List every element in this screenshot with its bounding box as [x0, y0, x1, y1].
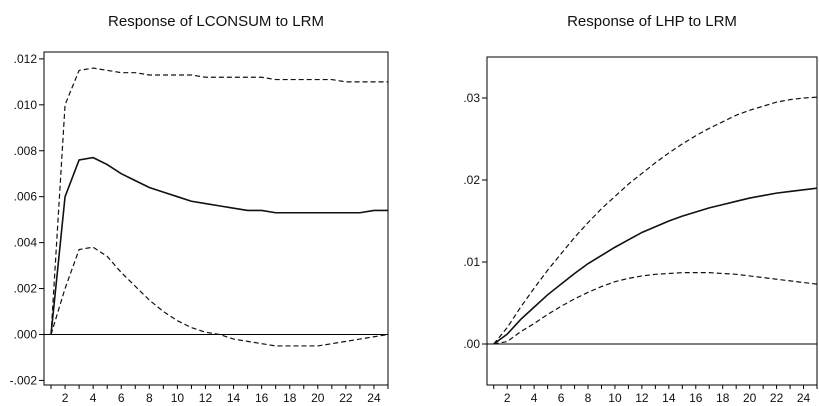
x-tick-label: 4 [90, 391, 97, 405]
chart-title: Response of LHP to LRM [567, 13, 737, 30]
response-line [493, 187, 818, 345]
x-tick-label: 16 [689, 391, 703, 405]
x-tick-label: 8 [585, 391, 592, 405]
x-tick-label: 10 [171, 391, 185, 405]
chart-lhp-response: Response of LHP to LRM .00.01.02.032 4 6 8 1… [463, 13, 818, 405]
y-tick-label: .01 [463, 255, 480, 269]
y-tick-label: .002 [14, 282, 38, 296]
upper-confidence-band [50, 67, 388, 335]
y-tick-label: .02 [463, 173, 480, 187]
x-tick-label: 24 [797, 391, 811, 405]
y-tick-label: .012 [14, 52, 38, 66]
y-tick-label: .006 [14, 190, 38, 204]
lower-confidence-band [493, 272, 818, 345]
x-tick-label: 22 [770, 391, 784, 405]
chart-title: Response of LCONSUM to LRM [108, 13, 324, 30]
upper-confidence-band [493, 96, 818, 345]
y-tick-label: .00 [463, 337, 480, 351]
y-tick-label: .008 [14, 144, 38, 158]
y-tick-label: -.002 [10, 373, 38, 387]
x-tick-label: 2 [504, 391, 511, 405]
lower-confidence-band [50, 246, 389, 347]
x-tick-label: 4 [531, 391, 538, 405]
y-tick-label: .000 [14, 327, 38, 341]
y-tick-label: .010 [14, 98, 38, 112]
x-tick-label: 22 [339, 391, 353, 405]
x-tick-label: 18 [283, 391, 297, 405]
plot-frame [486, 56, 818, 386]
x-tick-label: 6 [118, 391, 125, 405]
x-tick-label: 16 [255, 391, 269, 405]
y-tick-label: .004 [14, 236, 38, 250]
x-tick-label: 20 [743, 391, 757, 405]
x-tick-label: 8 [146, 391, 153, 405]
x-tick-label: 6 [558, 391, 565, 405]
x-tick-label: 18 [716, 391, 730, 405]
x-tick-label: 14 [227, 391, 241, 405]
x-tick-label: 14 [662, 391, 676, 405]
x-tick-label: 10 [608, 391, 622, 405]
chart-lconsum-response: Response of LCONSUM to LRM -.002 .000 .002… [10, 13, 389, 405]
x-tick-label: 12 [635, 391, 649, 405]
x-tick-label: 12 [199, 391, 213, 405]
x-tick-label: 2 [62, 391, 69, 405]
plot-frame [43, 51, 389, 386]
x-tick-label: 20 [311, 391, 325, 405]
x-tick-label: 24 [367, 391, 381, 405]
response-line [50, 156, 388, 335]
y-tick-label: .03 [463, 91, 480, 105]
